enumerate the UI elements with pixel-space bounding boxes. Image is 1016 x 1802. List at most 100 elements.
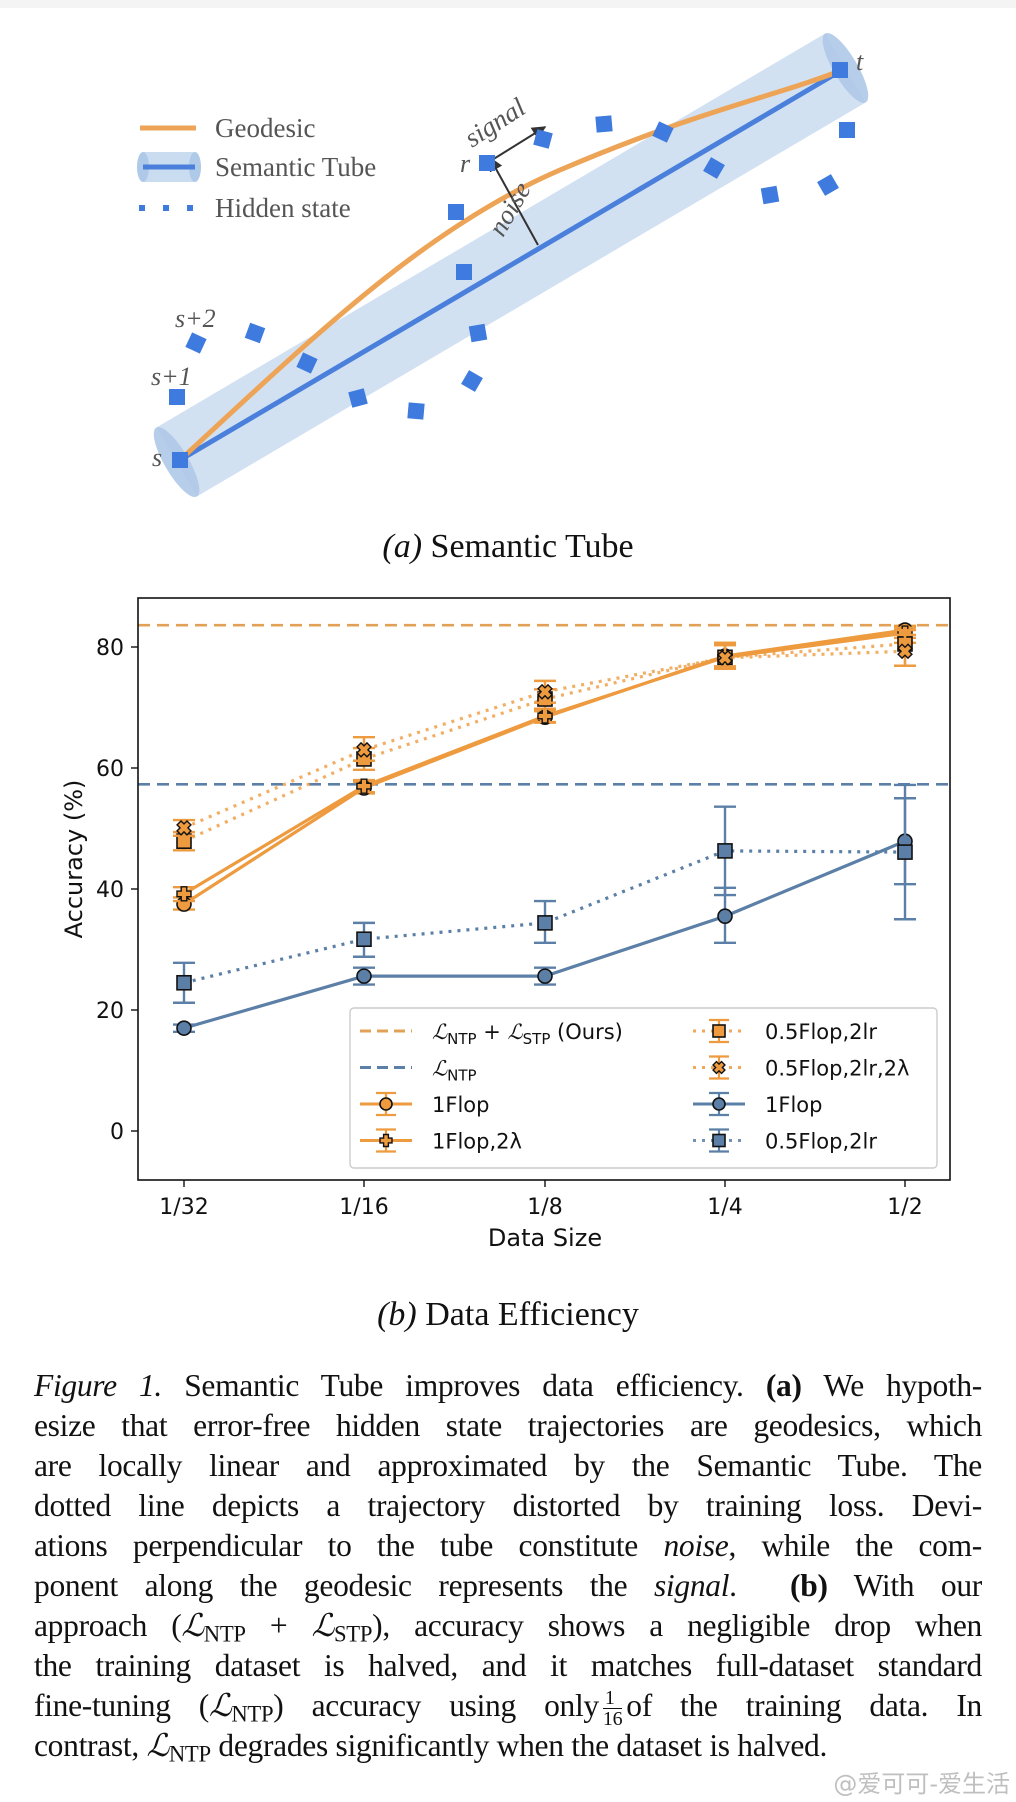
y-tick-label: 40 [96, 878, 124, 903]
caption-line-9: fine-tuning (ℒNTP) accuracy using only 1 1… [34, 1686, 982, 1729]
series-line [183, 631, 906, 896]
math-plus: + ℒ [477, 1020, 524, 1044]
legend-label: Hidden state [215, 193, 351, 223]
top-strip [0, 0, 1016, 8]
hidden-state-point [244, 322, 266, 344]
semantic-tube-diagram: Geodesic Semantic Tube Hidden state s s+1 s+… [137, 32, 869, 498]
legend-label: Semantic Tube [215, 152, 376, 182]
caption-line-10: contrast, ℒNTP degrades significantly wh… [34, 1726, 982, 1767]
label-signal: signal [459, 92, 531, 153]
reference-lines [138, 623, 950, 786]
x-marker-shape [537, 683, 553, 700]
series-layer [173, 622, 916, 1036]
chart-legend: ℒNTP + ℒSTP (Ours)ℒNTP1Flop1Flop,2λ0.5Fl… [349, 1007, 938, 1169]
hidden-state-point [832, 62, 848, 78]
square-marker [356, 931, 372, 948]
series-orange-square [173, 628, 916, 852]
math-sub: NTP [447, 1030, 476, 1048]
x-axis-label: Data Size [488, 1224, 602, 1250]
x-marker-shape [712, 1060, 726, 1075]
hidden-state-point [817, 174, 839, 196]
subcaption-b: (b) Data Efficiency [0, 1296, 1016, 1334]
hidden-state-point [172, 452, 188, 468]
tube-axis-line [178, 67, 844, 463]
caption-text: degrades significantly when the dataset … [210, 1728, 828, 1763]
legend-item: 0.5Flop,2lr [693, 1018, 877, 1044]
y-tick-label: 60 [96, 757, 124, 782]
math-script-L: ℒ [146, 1728, 169, 1764]
hidden-state-point [595, 115, 613, 133]
y-axis-label: Accuracy (%) [60, 780, 88, 939]
legend-item: 0.5Flop,2lr,2λ [693, 1055, 909, 1081]
legend-label: ℒNTP + ℒSTP (Ours) [432, 1020, 623, 1048]
math-script-L: ℒ [432, 1020, 448, 1044]
label-s-plus-1: s+1 [151, 362, 192, 391]
legend-item: ℒNTP + ℒSTP (Ours) [360, 1020, 623, 1048]
figure-label: Figure 1. [34, 1368, 162, 1403]
caption-text: contrast, [34, 1728, 147, 1763]
hidden-state-point [448, 204, 464, 220]
legend-box [349, 1007, 938, 1169]
plus-marker [356, 778, 372, 794]
watermark: @爱可可-爱生活 [833, 1770, 1010, 1798]
x-marker-shape [897, 643, 913, 660]
legend-item: 1Flop [360, 1091, 489, 1117]
hidden-state-point [468, 323, 488, 343]
y-tick-label: 80 [96, 636, 124, 661]
figure-caption: Figure 1. Semantic Tube improves data ef… [34, 1366, 982, 1767]
x-marker [356, 741, 372, 758]
legend-item: ℒNTP [360, 1057, 477, 1085]
square-marker [537, 915, 553, 931]
caption-line-5: ations perpendicular to the tube constit… [34, 1526, 982, 1566]
noise-arrow [489, 156, 539, 246]
label-s-plus-2: s+2 [175, 304, 216, 333]
caption-line-1: Figure 1. Semantic Tube improves data ef… [34, 1366, 982, 1406]
caption-line-6: ponent along the geodesic represents the… [34, 1566, 982, 1606]
hidden-state-legend-icon [139, 205, 145, 211]
hidden-state-points [169, 62, 855, 468]
diagram-legend: Geodesic Semantic Tube Hidden state [137, 113, 376, 223]
legend-item: 1Flop [693, 1091, 822, 1117]
circle-marker [379, 1097, 393, 1111]
plus-marker [537, 708, 553, 724]
hidden-state-point [169, 389, 185, 405]
caption-text: We hypoth- [801, 1368, 982, 1403]
y-tick-label: 20 [96, 999, 124, 1024]
x-marker [897, 643, 913, 660]
caption-text: With our [827, 1568, 983, 1603]
subcaption-b-prefix: (b) [377, 1296, 417, 1333]
math-script-L: ℒ [311, 1608, 335, 1644]
math-script-L: ℒ [181, 1608, 204, 1644]
legend-label: 0.5Flop,2lr,2λ [765, 1057, 909, 1081]
x-marker-shape [176, 819, 192, 836]
hidden-state-point [456, 264, 472, 280]
hidden-state-legend-icon [163, 205, 169, 211]
math-sub: NTP [447, 1067, 476, 1085]
square-marker [717, 843, 733, 859]
x-marker-shape [356, 741, 372, 758]
circle-marker [356, 968, 372, 984]
legend-item: 1Flop,2λ [360, 1128, 522, 1154]
series-orange-circle [173, 622, 916, 912]
caption-text: approach ( [34, 1608, 182, 1643]
math-script-L: ℒ [432, 1057, 448, 1081]
caption-text: Semantic Tube improves data efficiency. [184, 1368, 766, 1403]
caption-line-2: esize that error-free hidden state traje… [34, 1408, 982, 1443]
hidden-state-point [348, 388, 368, 408]
subcaption-a-prefix: (a) [382, 528, 423, 565]
label-s: s [152, 443, 162, 472]
circle-marker [176, 1020, 192, 1036]
circle-marker [712, 1097, 726, 1111]
caption-bold-a: (a) [765, 1368, 802, 1403]
hidden-state-point [703, 157, 725, 179]
hidden-state-point [461, 370, 483, 392]
hidden-state-point [533, 129, 553, 149]
caption-text: ) accuracy using only [273, 1688, 599, 1723]
data-efficiency-chart: 0 20 40 60 80 1/32 1/16 1/8 1/4 1/2 Data Size Accur… [60, 597, 951, 1250]
caption-line-3: are locally linear and approximated by t… [34, 1448, 982, 1483]
x-tick-label: 1/4 [707, 1195, 742, 1220]
legend-label: ℒNTP [432, 1057, 477, 1085]
series-line [183, 628, 906, 906]
circle-marker [717, 908, 733, 925]
series-orange-x [173, 633, 916, 837]
